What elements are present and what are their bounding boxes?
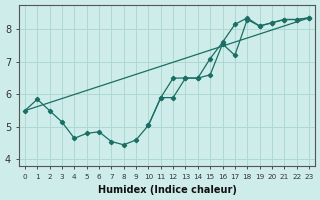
X-axis label: Humidex (Indice chaleur): Humidex (Indice chaleur) — [98, 185, 236, 195]
